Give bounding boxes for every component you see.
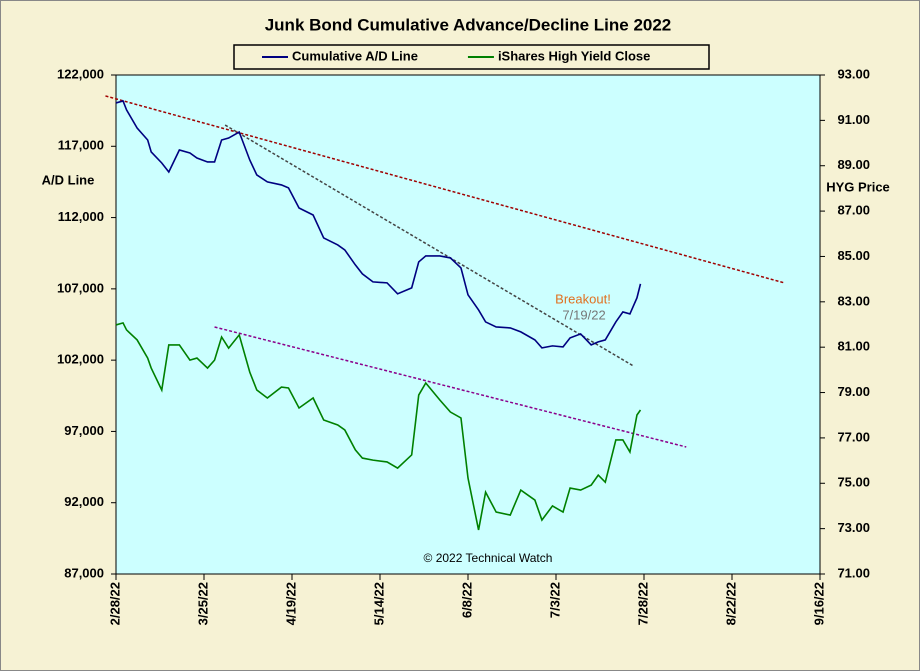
y2-tick-label: 81.00 [837, 339, 870, 354]
y2-tick-label: 73.00 [837, 520, 870, 535]
legend-label: iShares High Yield Close [498, 48, 650, 63]
x-tick-label: 7/28/22 [635, 582, 650, 625]
x-tick-label: 4/19/22 [283, 582, 298, 625]
y2-tick-label: 71.00 [837, 565, 870, 580]
y-axis-label: A/D Line [42, 172, 95, 187]
y2-tick-label: 89.00 [837, 157, 870, 172]
series-line [115, 99, 642, 349]
y2-axis-label: HYG Price [826, 179, 890, 194]
y-tick-label: 97,000 [64, 423, 104, 438]
trend-line [105, 95, 785, 284]
x-tick-label: 3/25/22 [195, 582, 210, 625]
annotation: Breakout! [555, 291, 611, 306]
x-tick-label: 5/14/22 [371, 582, 386, 625]
y2-tick-label: 87.00 [837, 203, 870, 218]
chart-title: Junk Bond Cumulative Advance/Decline Lin… [265, 15, 672, 34]
y2-tick-label: 77.00 [837, 429, 870, 444]
y-tick-label: 92,000 [64, 494, 104, 509]
trend-line [224, 124, 634, 367]
plot-area [115, 74, 821, 575]
x-tick-label: 8/22/22 [723, 582, 738, 625]
y2-tick-label: 75.00 [837, 475, 870, 490]
x-tick-label: 6/8/22 [459, 582, 474, 618]
annotation: 7/19/22 [562, 307, 605, 322]
x-tick-label: 2/28/22 [107, 582, 122, 625]
y2-tick-label: 79.00 [837, 384, 870, 399]
y2-tick-label: 93.00 [837, 66, 870, 81]
x-tick-label: 9/16/22 [811, 582, 826, 625]
annotation: © 2022 Technical Watch [424, 551, 553, 565]
legend: Cumulative A/D Line iShares High Yield Cl… [262, 48, 650, 63]
series-line [115, 321, 642, 531]
y-tick-label: 112,000 [58, 209, 104, 224]
y-tick-label: 87,000 [64, 565, 104, 580]
y-tick-label: 102,000 [57, 352, 104, 367]
y-tick-label: 117,000 [58, 138, 104, 153]
legend-label: Cumulative A/D Line [292, 48, 418, 63]
y2-tick-label: 91.00 [837, 112, 870, 127]
y-tick-label: 122,000 [57, 66, 104, 81]
y-tick-label: 107,000 [57, 280, 104, 295]
y2-tick-label: 83.00 [837, 293, 870, 308]
plot-content [105, 95, 785, 531]
y2-tick-label: 85.00 [837, 248, 870, 263]
trend-line [214, 326, 687, 448]
x-tick-label: 7/3/22 [547, 582, 562, 618]
